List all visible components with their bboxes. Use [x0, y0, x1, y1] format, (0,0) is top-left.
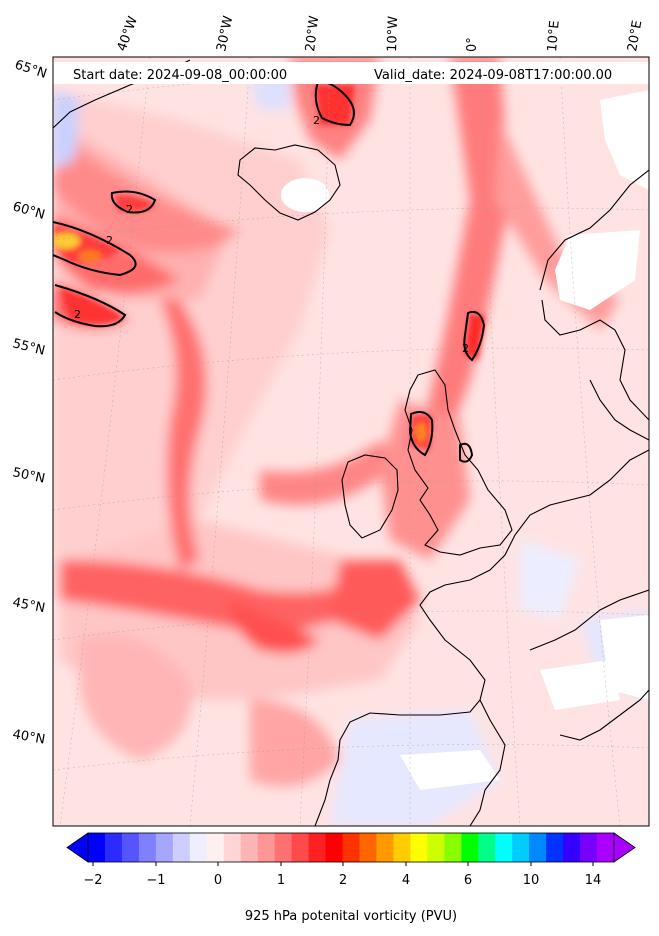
colorbar-swatch [563, 833, 581, 862]
colorbar-swatch [410, 833, 428, 862]
contour-label: 2 [126, 203, 133, 216]
colorbar-frame [87, 832, 615, 863]
iceland-coast [237, 144, 341, 221]
colorbar-swatch [342, 833, 360, 862]
latitude-labels: 65°N 60°N 55°N 50°N 45°N 40°N [11, 58, 49, 748]
colorbar-extend-low [66, 832, 89, 863]
scandinavia-coast [539, 169, 649, 421]
colorbar-swatch [546, 833, 564, 862]
mediterranean-coast [529, 589, 649, 741]
europe-coast [314, 449, 649, 826]
colorbar-swatch [359, 833, 377, 862]
colorbar-swatch [121, 833, 140, 862]
colorbar [66, 832, 636, 863]
contour-label: 2 [462, 342, 469, 355]
iberia-coast [469, 699, 506, 826]
lat-label: 50°N [11, 465, 46, 486]
colorbar-swatch [189, 833, 208, 862]
colorbar-swatch [478, 833, 496, 862]
colorbar-swatch [580, 833, 598, 862]
colorbar-swatch [223, 833, 242, 862]
pv-maxima [53, 85, 485, 450]
lon-label: 10°W [385, 16, 401, 53]
lon-label: 10°E [545, 20, 563, 52]
colorbar-swatch [206, 833, 225, 862]
contour-label: 2 [74, 308, 81, 321]
colorbar-swatch [529, 833, 547, 862]
colorbar-tick-label: −2 [83, 873, 102, 888]
contour-label: 2 [106, 234, 113, 247]
lat-label: 40°N [11, 727, 46, 747]
colorbar-swatch [444, 833, 462, 862]
colorbar-swatch [461, 833, 479, 862]
colorbar-swatch [155, 833, 174, 862]
contour-label: 2 [313, 114, 320, 127]
colorbar-tick-label: 14 [585, 873, 602, 888]
colorbar-title: 925 hPa potenital vorticity (PVU) [245, 909, 457, 924]
colorbar-ticks: −2 −1 0 1 2 4 6 10 14 [83, 862, 601, 888]
colorbar-swatch [172, 833, 191, 862]
colorbar-swatch [308, 833, 327, 862]
colorbar-swatch [240, 833, 259, 862]
lat-label: 60°N [11, 199, 47, 222]
valid-date-label: Valid_date: 2024-09-08T17:00:00.00 [374, 68, 612, 83]
colorbar-tick-label: −1 [146, 873, 165, 888]
colorbar-tick-label: 2 [339, 873, 347, 888]
lat-label: 65°N [13, 58, 49, 82]
longitude-labels: 40°W 30°W 20°W 10°W 0° 10°E 20°E [115, 14, 646, 53]
lon-label: 30°W [214, 14, 236, 52]
colorbar-swatch [104, 833, 123, 862]
colorbar-extend-high [613, 832, 636, 863]
colorbar-tick-label: 6 [464, 873, 472, 888]
britain-coast [404, 369, 513, 556]
baltic-coast [589, 379, 649, 441]
header-band [53, 62, 649, 84]
colorbar-tick-label: 0 [214, 873, 222, 888]
colorbar-swatch [257, 833, 276, 862]
start-date-label: Start date: 2024-09-08_00:00:00 [73, 68, 287, 83]
lon-label: 0° [465, 37, 480, 52]
colorbar-tick-label: 10 [523, 873, 540, 888]
lat-label: 55°N [11, 336, 46, 358]
lon-label: 20°W [303, 15, 322, 53]
colorbar-swatch [291, 833, 310, 862]
ireland-coast [341, 454, 399, 539]
colorbar-swatch [88, 833, 106, 862]
contour-labels: 2 2 2 2 2 [74, 114, 469, 355]
colorbar-swatch [597, 833, 615, 862]
colorbar-swatch [512, 833, 530, 862]
graticule [53, 57, 649, 826]
pv-2-contours [53, 80, 486, 463]
map-frame [52, 56, 650, 827]
colorbar-swatch [393, 833, 411, 862]
lon-label: 40°W [115, 14, 141, 53]
lat-label: 45°N [11, 595, 46, 616]
masked-areas [281, 90, 649, 790]
colorbar-swatch [376, 833, 394, 862]
map-panel: 2 2 2 2 2 Start date: 2024-09-08_00:00:0… [53, 57, 649, 826]
colorbar-swatch [427, 833, 445, 862]
colorbar-tick-label: 1 [277, 873, 285, 888]
colorbar-swatch [138, 833, 157, 862]
colorbar-swatch [325, 833, 344, 862]
colorbar-swatch [495, 833, 513, 862]
colorbar-tick-label: 4 [402, 873, 410, 888]
colorbar-swatch [274, 833, 293, 862]
lon-label: 20°E [625, 19, 645, 52]
